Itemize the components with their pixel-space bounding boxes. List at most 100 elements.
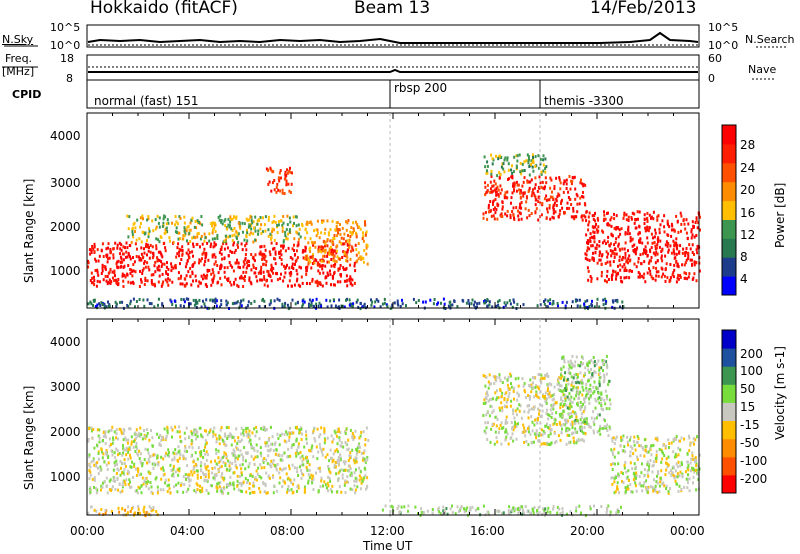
heatmap-cell [651, 464, 654, 468]
heatmap-cell [335, 225, 338, 228]
heatmap-cell [647, 450, 650, 454]
heatmap-cell [511, 305, 514, 309]
heatmap-cell [281, 468, 284, 472]
heatmap-cell [581, 356, 584, 360]
heatmap-cell [665, 457, 668, 461]
heatmap-cell [391, 303, 394, 307]
heatmap-cell [201, 277, 204, 281]
heatmap-cell [228, 234, 231, 238]
heatmap-cell [211, 237, 214, 241]
heatmap-cell [143, 232, 146, 236]
heatmap-cell [354, 243, 357, 247]
heatmap-cell [108, 437, 111, 441]
heatmap-cell [519, 189, 522, 193]
heatmap-cell [568, 392, 571, 396]
heatmap-cell [553, 185, 556, 188]
heatmap-cell [313, 241, 316, 244]
heatmap-cell [212, 276, 215, 280]
heatmap-cell [596, 261, 599, 265]
heatmap-cell [655, 266, 658, 270]
heatmap-cell [609, 249, 612, 253]
heatmap-cell [656, 436, 659, 440]
heatmap-cell [356, 485, 359, 489]
heatmap-cell [537, 439, 540, 443]
heatmap-cell [557, 215, 560, 218]
heatmap-cell [696, 251, 699, 255]
heatmap-cell [111, 270, 114, 274]
heatmap-cell [631, 211, 634, 215]
heatmap-cell [272, 170, 275, 174]
heatmap-cell [655, 460, 658, 463]
heatmap-cell [546, 210, 549, 214]
heatmap-cell [584, 366, 587, 370]
heatmap-cell [501, 406, 504, 410]
heatmap-cell [203, 247, 206, 251]
heatmap-cell [112, 247, 115, 251]
heatmap-cell [122, 258, 125, 262]
heatmap-cell [263, 490, 266, 494]
heatmap-cell [187, 473, 190, 477]
heatmap-cell [526, 216, 529, 220]
heatmap-cell [604, 262, 607, 265]
heatmap-cell [636, 457, 639, 461]
heatmap-cell [151, 491, 154, 495]
heatmap-cell [301, 250, 304, 254]
heatmap-cell [661, 267, 664, 271]
heatmap-cell [513, 397, 515, 401]
heatmap-cell [516, 154, 519, 158]
heatmap-cell [292, 224, 294, 228]
heatmap-cell [294, 451, 297, 455]
heatmap-cell [263, 457, 266, 460]
heatmap-cell [207, 258, 210, 262]
heatmap-cell [346, 278, 349, 282]
heatmap-cell [623, 211, 626, 215]
heatmap-cell [134, 511, 136, 515]
heatmap-cell [129, 257, 132, 261]
heatmap-cell [305, 266, 307, 270]
heatmap-cell [300, 476, 303, 480]
heatmap-cell [203, 478, 206, 482]
heatmap-cell [204, 255, 207, 259]
heatmap-cell [584, 405, 587, 409]
heatmap-cell [254, 253, 257, 257]
heatmap-cell [685, 218, 688, 222]
heatmap-cell [146, 253, 148, 257]
heatmap-cell [683, 263, 686, 267]
heatmap-cell [346, 284, 349, 288]
heatmap-cell [638, 444, 641, 448]
heatmap-cell [278, 171, 281, 175]
heatmap-cell [295, 224, 298, 228]
heatmap-cell [351, 474, 353, 478]
heatmap-cell [259, 278, 262, 282]
heatmap-cell [190, 454, 193, 458]
heatmap-cell [185, 262, 188, 266]
heatmap-cell [362, 260, 365, 264]
heatmap-cell [274, 452, 277, 456]
heatmap-cell [258, 218, 261, 222]
heatmap-cell [547, 387, 549, 391]
heatmap-cell [361, 305, 364, 309]
heatmap-cell [87, 439, 90, 443]
heatmap-cell [91, 477, 94, 481]
heatmap-cell [541, 202, 544, 205]
heatmap-cell [196, 473, 199, 477]
heatmap-cell [604, 402, 607, 406]
heatmap-cell [214, 433, 217, 437]
heatmap-cell [282, 215, 285, 218]
heatmap-cell [254, 455, 257, 459]
heatmap-cell [288, 228, 291, 232]
heatmap-cell [260, 245, 263, 249]
heatmap-cell [240, 473, 243, 477]
heatmap-cell [223, 219, 226, 223]
heatmap-cell [545, 412, 548, 416]
heatmap-cell [570, 375, 573, 379]
heatmap-cell [276, 462, 279, 466]
heatmap-cell [279, 189, 282, 193]
heatmap-cell [634, 252, 637, 256]
heatmap-cell [190, 430, 193, 434]
heatmap-cell [580, 416, 583, 420]
heatmap-cell [485, 191, 488, 195]
heatmap-cell [112, 276, 114, 280]
heatmap-cell [197, 232, 200, 236]
heatmap-cell [196, 301, 199, 305]
